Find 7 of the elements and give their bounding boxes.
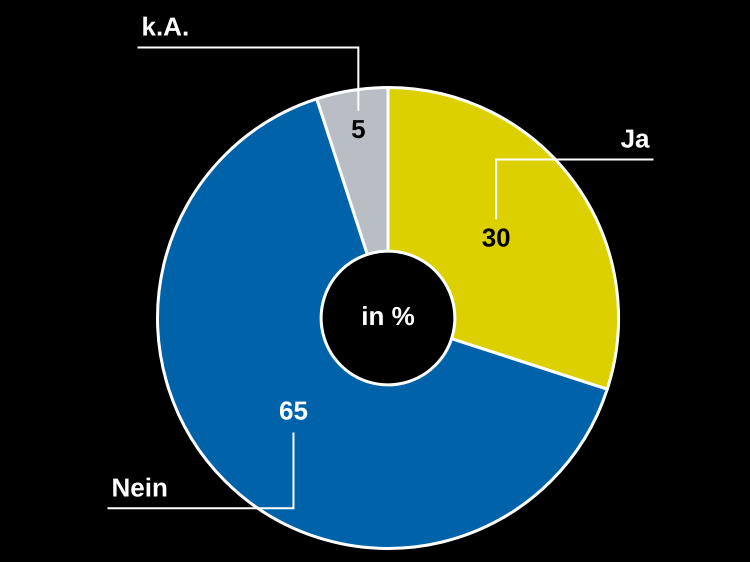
data-label: 5 bbox=[351, 114, 366, 144]
data-label: 30 bbox=[482, 222, 511, 253]
data-label: 65 bbox=[279, 396, 308, 426]
slice-label: Nein bbox=[112, 472, 168, 502]
slice-label: k.A. bbox=[142, 12, 190, 42]
slice-label: Ja bbox=[620, 124, 650, 154]
text: in % bbox=[361, 301, 415, 332]
